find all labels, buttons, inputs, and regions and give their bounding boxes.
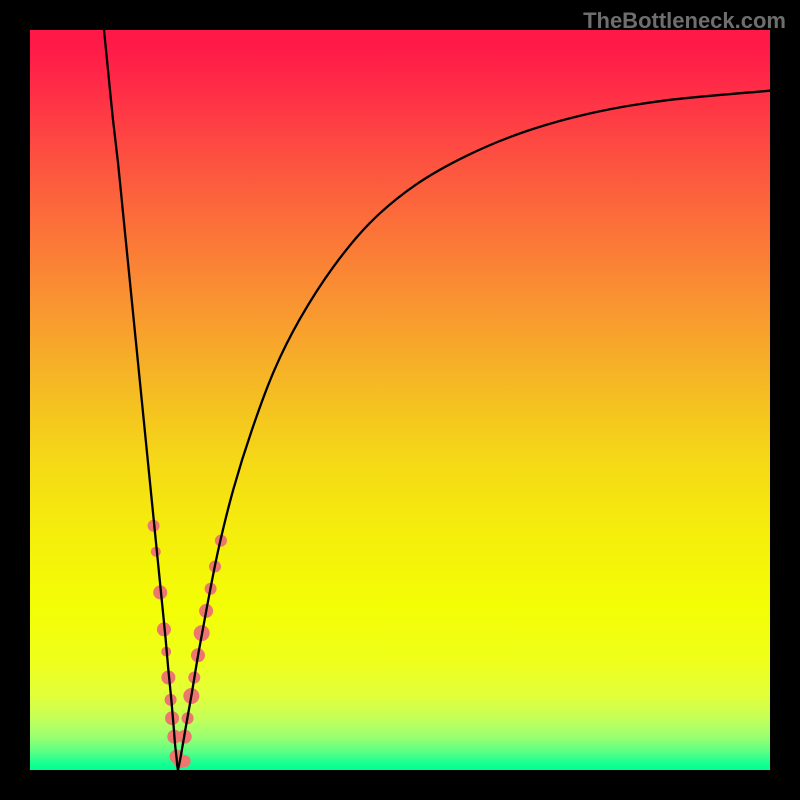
- bottleneck-chart: [30, 30, 770, 770]
- plot-area: [30, 30, 770, 770]
- figure-outer: TheBottleneck.com: [0, 0, 800, 800]
- watermark-text: TheBottleneck.com: [583, 8, 786, 34]
